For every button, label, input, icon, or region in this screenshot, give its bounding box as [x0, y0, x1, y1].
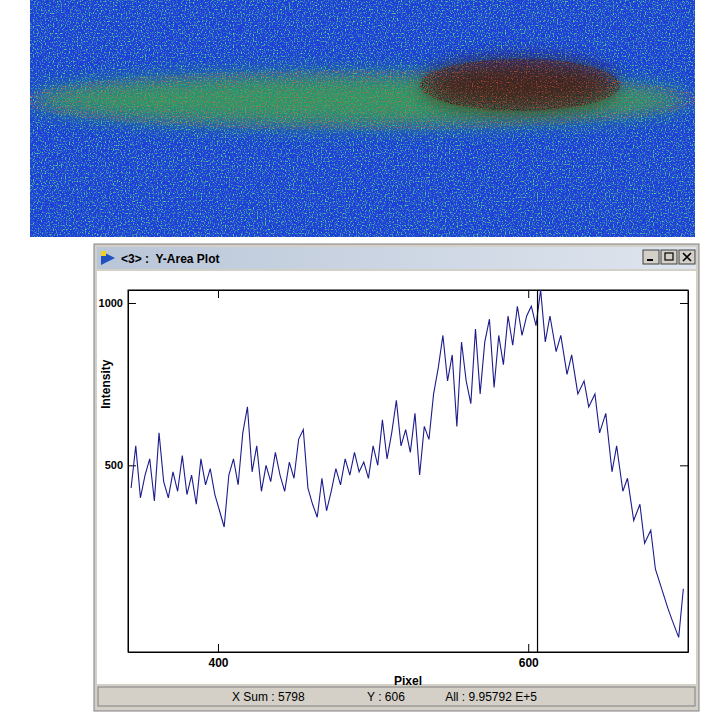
tick: 600 — [519, 644, 539, 670]
plot-window: <3> : Y-Area Plot — [94, 244, 699, 711]
title-bar — [97, 247, 696, 269]
window-frame — [94, 244, 699, 711]
tick — [680, 303, 688, 304]
icon-shape — [101, 251, 115, 265]
status-text: All : 9.95792 E+5 — [445, 690, 537, 704]
tick-mark — [680, 465, 688, 466]
x-axis-top — [129, 290, 689, 298]
data-line — [131, 290, 683, 637]
image-ground — [30, 0, 695, 237]
window-icon — [101, 251, 115, 265]
tick-mark — [128, 303, 136, 304]
tick-label: 400 — [208, 656, 228, 670]
cursor-line — [537, 290, 538, 652]
window-title: <3> : Y-Area Plot — [121, 252, 220, 266]
icon-shape — [101, 251, 106, 256]
tick-mark — [218, 644, 219, 652]
image-speckle — [30, 0, 695, 237]
tick-mark — [528, 290, 529, 298]
tick — [218, 290, 219, 298]
button-face[interactable] — [661, 250, 677, 264]
button-face[interactable] — [679, 250, 695, 264]
band-speckle — [30, 0, 695, 237]
plot-area — [131, 290, 683, 652]
tick-mark — [128, 465, 136, 466]
y-axis: 500 1000 — [99, 291, 136, 653]
button-face[interactable] — [643, 250, 659, 264]
tick-mark — [218, 290, 219, 298]
button-glyph[interactable] — [683, 253, 691, 261]
status-text: X Sum : 5798 — [232, 690, 305, 704]
axis-line — [129, 652, 689, 653]
blob-speckle — [30, 0, 695, 237]
image-speckle — [30, 0, 695, 237]
tick-label: 1000 — [99, 297, 123, 309]
tick-mark — [528, 644, 529, 652]
axis-line — [688, 291, 689, 653]
tick: 400 — [208, 644, 228, 670]
y-axis-right — [680, 291, 689, 653]
image-speckle — [30, 0, 695, 237]
status-text: Y : 606 — [367, 690, 405, 704]
axis-line — [129, 290, 689, 291]
tick-mark — [680, 303, 688, 304]
close-button[interactable] — [679, 250, 695, 264]
plot-frame — [128, 290, 688, 652]
tick-label: 500 — [105, 459, 123, 471]
maximize-button[interactable] — [661, 250, 677, 264]
axis-line — [128, 291, 129, 653]
false-color-image — [30, 0, 695, 237]
page: <3> : Y-Area Plot 400 600 500 1000 Pixel Inten… — [0, 0, 707, 713]
tick: 500 — [105, 459, 136, 471]
button-glyph[interactable] — [665, 253, 673, 260]
minimize-button[interactable] — [643, 250, 659, 264]
window-client — [97, 271, 696, 684]
image-speckle — [30, 0, 695, 237]
x-axis-title: Pixel — [394, 674, 422, 688]
x-axis: 400 600 — [129, 644, 689, 670]
tick-label: 600 — [519, 656, 539, 670]
button-glyph[interactable] — [647, 259, 653, 261]
tick — [528, 290, 529, 298]
y-axis-title: Intensity — [99, 359, 113, 409]
tick: 1000 — [99, 297, 136, 309]
tick — [680, 465, 688, 466]
status-bar — [98, 687, 695, 706]
